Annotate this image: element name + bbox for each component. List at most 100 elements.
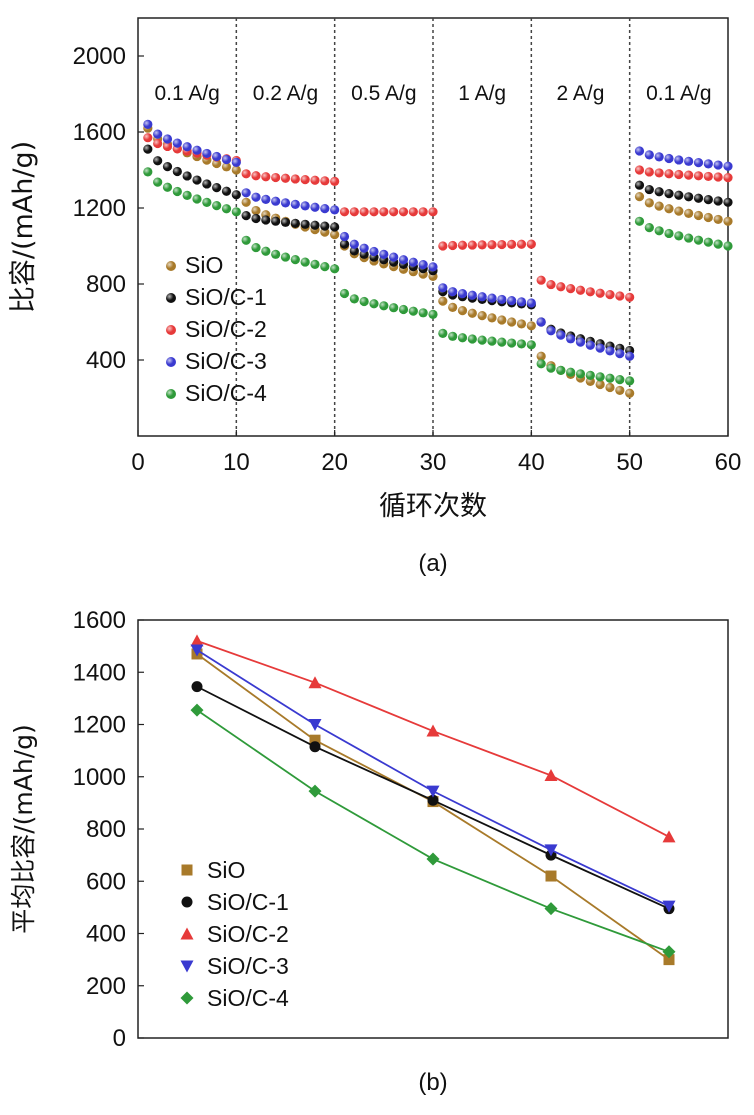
data-point xyxy=(497,337,507,347)
data-point xyxy=(212,183,222,193)
data-point xyxy=(310,259,320,269)
data-point xyxy=(182,142,192,152)
data-point xyxy=(241,188,251,198)
data-point xyxy=(448,287,458,297)
data-point xyxy=(703,171,713,182)
x-tick-label: 0 xyxy=(131,449,144,476)
rate-label: 0.5 A/g xyxy=(351,82,416,105)
data-point xyxy=(575,285,586,295)
data-point xyxy=(398,304,409,315)
data-point xyxy=(182,190,192,200)
data-point xyxy=(644,150,654,160)
y-tick-label: 1600 xyxy=(73,119,126,146)
series-line xyxy=(196,649,670,907)
data-point xyxy=(202,179,212,189)
data-point xyxy=(654,187,664,197)
data-point xyxy=(438,328,448,338)
data-point xyxy=(546,326,556,336)
data-point xyxy=(634,192,645,202)
data-point xyxy=(467,334,477,344)
data-point xyxy=(625,388,635,398)
data-point xyxy=(546,279,556,290)
data-point xyxy=(359,296,369,307)
data-point xyxy=(684,170,694,180)
data-point xyxy=(320,221,330,231)
panel-a-label: (a) xyxy=(418,550,447,577)
data-point xyxy=(516,319,527,329)
data-point xyxy=(359,243,369,253)
data-point xyxy=(693,210,704,221)
data-point xyxy=(261,172,271,182)
data-point xyxy=(212,158,222,169)
data-point xyxy=(330,230,340,240)
data-point xyxy=(654,168,664,178)
data-point xyxy=(664,169,674,179)
data-point xyxy=(349,246,359,256)
data-point xyxy=(654,226,664,236)
legend-label: SiO/C-4 xyxy=(185,380,267,406)
data-point xyxy=(172,166,182,177)
data-point xyxy=(526,321,536,331)
data-point xyxy=(703,212,713,223)
data-point xyxy=(379,207,389,217)
data-point xyxy=(477,311,487,321)
data-point xyxy=(625,292,635,302)
data-point xyxy=(339,207,350,217)
data-point xyxy=(595,379,605,390)
rate-label: 0.1 A/g xyxy=(154,82,219,105)
data-point xyxy=(143,133,153,143)
rate-label: 2 A/g xyxy=(557,82,605,105)
data-point xyxy=(426,852,440,866)
data-point xyxy=(674,155,684,165)
data-point xyxy=(398,255,409,265)
data-point xyxy=(497,294,507,305)
panel-b-y-axis-title: 平均比容/(mAh/g) xyxy=(9,724,38,934)
panel-a: 0.1 A/g 0.2 A/g 0.5 A/g 1 A/g 2 A/g 0.1 A/g 0… xyxy=(8,17,741,577)
data-point xyxy=(271,196,281,206)
data-point xyxy=(192,175,202,185)
data-point xyxy=(713,160,723,170)
data-point xyxy=(389,252,399,262)
data-point xyxy=(663,954,675,966)
data-point xyxy=(261,194,271,204)
legend-marker xyxy=(166,261,176,271)
data-point xyxy=(674,206,684,216)
data-point xyxy=(241,235,251,245)
legend-label: SiO/C-2 xyxy=(185,316,267,342)
data-point xyxy=(320,203,330,214)
data-point xyxy=(448,331,458,341)
data-point xyxy=(634,146,645,156)
data-point xyxy=(693,235,704,245)
y-tick-label: 1400 xyxy=(73,659,126,686)
data-point xyxy=(320,262,330,272)
data-point xyxy=(438,283,448,293)
data-point xyxy=(516,297,527,307)
data-point xyxy=(713,196,723,206)
data-point xyxy=(261,246,271,256)
data-point xyxy=(625,351,635,361)
data-point xyxy=(723,173,733,183)
data-point xyxy=(408,207,418,217)
data-point xyxy=(251,171,261,181)
data-point xyxy=(536,351,546,361)
data-point xyxy=(379,301,389,311)
legend-marker xyxy=(180,927,194,940)
data-point xyxy=(251,213,261,224)
data-point xyxy=(172,186,182,197)
data-point xyxy=(221,162,232,172)
legend-marker xyxy=(166,389,176,399)
y-tick-label: 400 xyxy=(86,921,126,948)
data-point xyxy=(664,228,674,239)
data-point xyxy=(497,239,507,250)
data-point xyxy=(457,240,468,250)
data-point xyxy=(438,241,448,251)
data-point xyxy=(428,262,438,272)
data-point xyxy=(536,275,546,285)
data-point xyxy=(231,165,241,175)
data-point xyxy=(713,172,723,182)
data-point xyxy=(418,259,428,270)
data-point xyxy=(300,201,310,211)
data-point xyxy=(644,167,654,177)
x-tick-label: 10 xyxy=(223,449,250,476)
data-point xyxy=(202,197,212,207)
